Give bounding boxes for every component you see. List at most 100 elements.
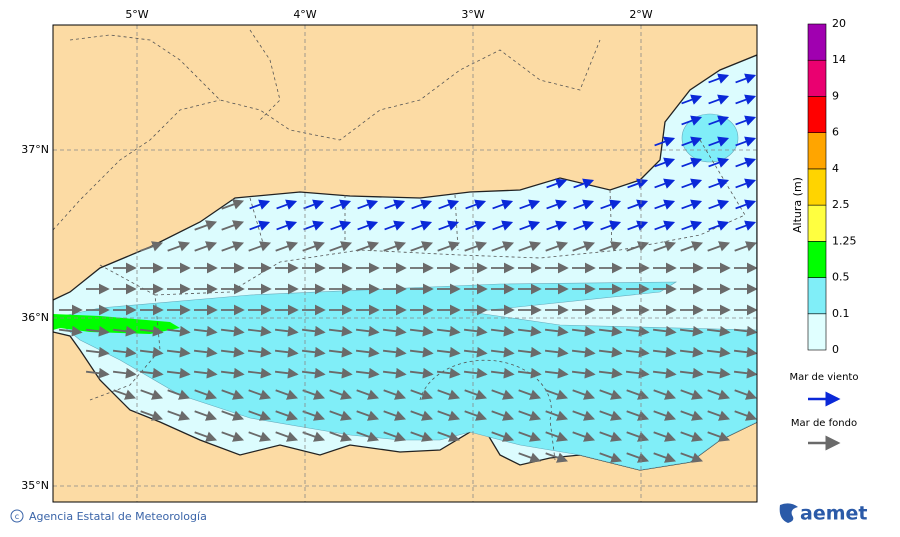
swell-arrow	[194, 431, 218, 442]
wind-arrow	[384, 199, 406, 210]
colorbar-band	[807, 277, 827, 315]
swell-arrow	[545, 410, 569, 421]
wind-arrow	[735, 178, 757, 189]
wind-arrow	[411, 199, 433, 210]
swell-arrow	[302, 241, 326, 252]
swell-arrow	[517, 325, 542, 337]
swell-arrow	[220, 367, 245, 379]
wind-arrow	[681, 94, 703, 105]
swell-arrow	[652, 346, 677, 358]
wind-arrow	[681, 115, 703, 126]
swell-arrow	[599, 431, 623, 442]
swell-arrow	[599, 410, 623, 421]
swell-arrow	[275, 241, 299, 252]
swell-arrow	[193, 325, 218, 337]
swell-arrow	[572, 241, 596, 252]
swell-arrow	[382, 346, 407, 358]
wind-arrow	[735, 94, 757, 105]
swell-arrow	[652, 367, 677, 379]
wind-arrow	[492, 199, 514, 210]
wind-arrow	[465, 220, 487, 231]
swell-arrow	[599, 389, 623, 400]
wind-arrow	[681, 136, 703, 147]
colorbar-band	[807, 23, 827, 61]
swell-arrow	[463, 367, 488, 379]
swell-arrow	[409, 325, 434, 337]
colorbar-band	[807, 132, 827, 170]
swell-arrow	[518, 389, 542, 400]
wind-arrow	[546, 178, 568, 189]
swell-arrow	[464, 241, 488, 252]
wind-arrow	[276, 220, 298, 231]
swell-arrow	[85, 367, 110, 379]
swell-arrow	[733, 325, 757, 337]
swell-arrow	[328, 346, 353, 358]
swell-arrow	[626, 452, 650, 463]
borders	[53, 29, 746, 461]
swell-arrow	[221, 220, 245, 231]
swell-arrow	[355, 325, 380, 337]
credit: Agencia Estatal de Meteorología	[29, 510, 207, 523]
swell-arrow	[598, 346, 623, 358]
wind-arrow	[708, 157, 730, 168]
swell-arrow	[572, 410, 596, 421]
swell-arrow	[625, 346, 650, 358]
wind-arrow	[708, 220, 730, 231]
swell-arrow	[410, 241, 434, 252]
colorbar-label: 6	[832, 126, 839, 139]
lat-label: 37°N	[21, 143, 49, 156]
swell-arrow	[464, 410, 488, 421]
swell-arrow	[544, 325, 569, 337]
wind-arrow	[249, 199, 271, 210]
swell-arrow	[707, 410, 731, 421]
wind-arrow	[735, 136, 757, 147]
swell-arrow	[626, 389, 650, 400]
colorbar-band	[807, 59, 827, 97]
swell-arrow	[518, 452, 542, 463]
colorbar-label: 9	[832, 89, 839, 102]
wind-arrow	[438, 220, 460, 231]
swell-arrow	[383, 431, 407, 442]
wind-arrow	[735, 157, 757, 168]
wind-arrow	[735, 199, 757, 210]
wind-arrow	[735, 220, 757, 231]
wind-arrow	[654, 178, 676, 189]
wind-arrow	[492, 220, 514, 231]
swell-arrow	[247, 367, 272, 379]
swell-arrow	[733, 346, 757, 358]
swell-arrow	[437, 410, 461, 421]
swell-arrow	[706, 367, 731, 379]
wind-arrow	[708, 73, 730, 84]
swell-arrow	[626, 241, 650, 252]
wind-arrow	[708, 136, 730, 147]
wind-arrow	[600, 220, 622, 231]
swell-arrow	[248, 431, 272, 442]
swell-arrow	[545, 431, 569, 442]
swell-arrow	[734, 389, 757, 400]
swell-arrow	[571, 346, 596, 358]
wind-arrow	[357, 199, 379, 210]
swell-arrow	[301, 346, 326, 358]
lat-label: 35°N	[21, 479, 49, 492]
swell-arrow	[193, 367, 218, 379]
swell-arrow	[274, 367, 299, 379]
wind-arrow	[438, 199, 460, 210]
logo-text: aemet	[800, 503, 867, 525]
swell-arrow	[194, 389, 218, 400]
wind-arrow	[654, 220, 676, 231]
colorbar-title: Altura (m)	[791, 177, 804, 233]
swell-arrow	[220, 325, 245, 337]
lon-label: 5°W	[125, 8, 148, 21]
swell-arrow	[517, 346, 542, 358]
swell-arrow	[544, 367, 569, 379]
swell-arrow	[653, 431, 677, 442]
swell-arrow	[140, 241, 164, 252]
swell-arrow	[490, 346, 515, 358]
swell-arrow	[652, 325, 677, 337]
swell-arrow	[247, 325, 272, 337]
swell-arrow	[571, 325, 596, 337]
swell-arrow	[166, 367, 191, 379]
swell-arrow	[113, 389, 137, 400]
swell-arrow	[167, 410, 191, 421]
